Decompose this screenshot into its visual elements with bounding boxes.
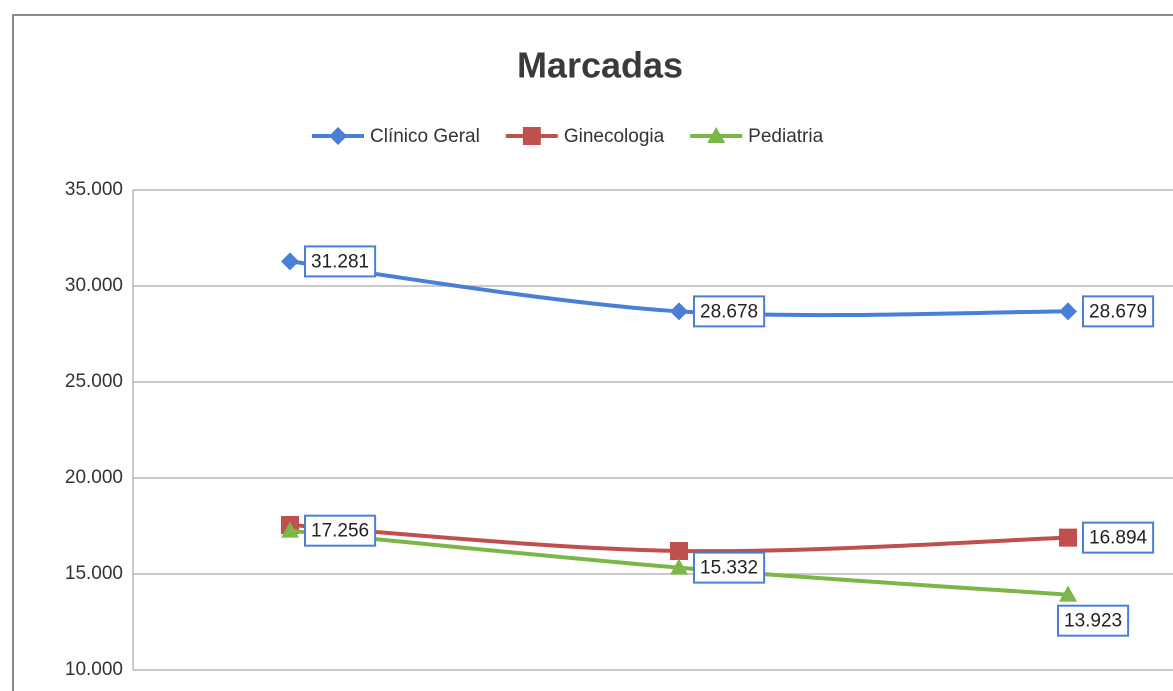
y-tick-label: 35.000 xyxy=(65,179,123,200)
data-label-box xyxy=(304,245,377,278)
y-tick-label: 15.000 xyxy=(65,563,123,584)
data-label: 15.332 xyxy=(700,558,758,579)
data-label-box xyxy=(693,551,766,584)
data-label-box xyxy=(693,295,766,328)
y-tick-label: 30.000 xyxy=(65,275,123,296)
legend-label: Ginecologia xyxy=(564,126,665,147)
chart-frame xyxy=(12,14,1173,691)
data-label: 28.679 xyxy=(1089,301,1147,322)
y-tick-label: 20.000 xyxy=(65,467,123,488)
marker xyxy=(1059,302,1077,321)
legend-label: Clínico Geral xyxy=(370,126,480,147)
marker xyxy=(522,127,541,145)
data-label-box xyxy=(304,514,377,547)
data-label: 28.678 xyxy=(700,301,758,322)
marker xyxy=(707,127,726,143)
marker xyxy=(670,558,688,575)
marker xyxy=(281,521,299,538)
data-label-box xyxy=(1082,521,1155,554)
data-label: 16.894 xyxy=(1089,528,1148,549)
chart-title: Marcadas xyxy=(517,45,683,86)
marker xyxy=(329,127,347,145)
data-label: 31.281 xyxy=(311,251,369,272)
data-label-box xyxy=(1082,295,1155,328)
y-tick-label: 25.000 xyxy=(65,371,123,392)
marker xyxy=(1059,585,1077,602)
data-label: 13.923 xyxy=(1064,611,1122,632)
marker xyxy=(670,302,688,321)
marker xyxy=(1059,528,1077,547)
y-tick-label: 10.000 xyxy=(65,659,123,680)
legend-label: Pediatria xyxy=(748,126,823,147)
marker xyxy=(670,541,688,560)
marker xyxy=(281,252,299,271)
data-label-box xyxy=(1057,604,1130,637)
data-label: 17.256 xyxy=(311,521,369,542)
